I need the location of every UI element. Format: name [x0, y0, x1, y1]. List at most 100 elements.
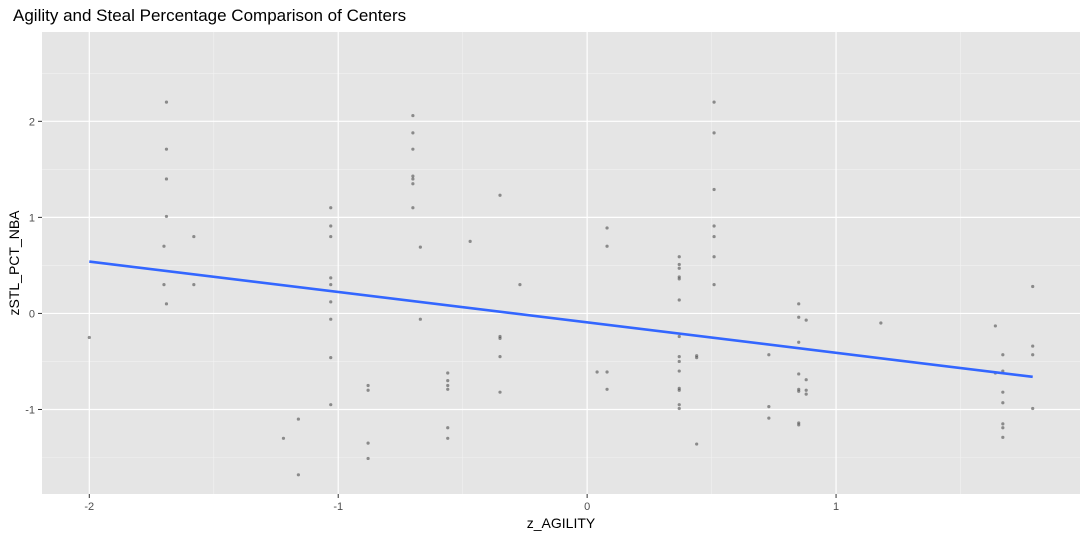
data-point — [164, 302, 169, 306]
data-point — [695, 442, 699, 446]
data-point — [804, 378, 808, 382]
data-point — [446, 436, 450, 440]
data-point — [329, 356, 333, 360]
data-point — [677, 369, 681, 373]
data-point — [605, 244, 609, 248]
data-point — [677, 359, 681, 364]
data-point — [164, 147, 169, 151]
data-point — [712, 283, 716, 287]
data-point — [804, 388, 808, 392]
data-point — [192, 283, 196, 287]
data-point — [366, 383, 370, 388]
data-point — [1001, 390, 1005, 394]
data-point — [1031, 353, 1035, 357]
data-point — [605, 226, 609, 230]
data-point — [498, 355, 502, 359]
y-tick-label: 0 — [29, 308, 35, 320]
data-point — [804, 392, 808, 396]
data-point — [605, 370, 609, 374]
data-point — [281, 436, 286, 440]
data-point — [366, 388, 370, 392]
data-point — [1001, 422, 1005, 426]
data-point — [329, 206, 333, 210]
grid-lines — [42, 32, 1080, 494]
x-tick-label: 0 — [584, 501, 590, 513]
data-point — [1031, 406, 1035, 411]
data-point — [677, 277, 681, 281]
y-tick-label: 2 — [29, 116, 35, 128]
data-point — [498, 193, 502, 197]
y-tick-label: -1 — [25, 404, 35, 416]
data-point — [162, 283, 166, 287]
data-point — [87, 335, 91, 340]
data-point — [164, 214, 169, 219]
plot-panel — [42, 32, 1080, 494]
data-point — [329, 224, 333, 228]
data-point — [446, 383, 450, 388]
data-point — [411, 206, 415, 210]
data-point — [329, 276, 333, 280]
data-point — [677, 266, 681, 270]
x-tick-label: 1 — [833, 501, 839, 513]
data-point — [329, 317, 333, 321]
data-point — [767, 404, 771, 409]
data-point — [712, 187, 716, 192]
data-point — [993, 324, 997, 328]
data-point — [1001, 401, 1005, 405]
axis-ticks: -2 -1 0 1 -1 0 1 2 — [25, 116, 839, 513]
data-point — [879, 321, 883, 325]
data-point — [677, 355, 681, 359]
data-point — [677, 255, 681, 259]
data-point — [518, 283, 522, 287]
y-tick-label: 1 — [29, 212, 35, 224]
x-tick-label: -2 — [84, 501, 94, 513]
data-point — [446, 387, 450, 391]
regression-line — [89, 260, 1033, 379]
data-point — [192, 234, 196, 239]
data-point — [712, 234, 716, 239]
data-point — [418, 317, 422, 321]
data-points — [87, 100, 1035, 477]
data-point — [712, 255, 716, 259]
x-axis-label: z_AGILITY — [527, 515, 596, 531]
data-point — [1001, 435, 1005, 439]
data-point — [411, 177, 415, 181]
data-point — [411, 182, 415, 186]
data-point — [411, 131, 415, 135]
data-point — [498, 336, 502, 340]
data-point — [498, 390, 502, 394]
data-point — [1031, 284, 1035, 289]
fit-line-group — [89, 260, 1033, 379]
y-axis-label: zSTL_PCT_NBA — [6, 210, 22, 316]
data-point — [677, 334, 681, 339]
data-point — [1031, 344, 1035, 348]
data-point — [677, 406, 681, 411]
data-point — [804, 318, 808, 322]
data-point — [712, 100, 716, 104]
data-point — [767, 353, 771, 357]
data-point — [164, 177, 169, 181]
data-point — [797, 372, 801, 376]
data-point — [797, 302, 801, 306]
data-point — [366, 456, 370, 461]
data-point — [797, 389, 801, 393]
data-point — [329, 403, 333, 407]
data-point — [296, 473, 300, 477]
data-point — [411, 147, 415, 151]
data-point — [712, 131, 716, 135]
data-point — [605, 387, 609, 391]
data-point — [366, 441, 370, 445]
data-point — [677, 298, 681, 302]
data-point — [797, 423, 801, 427]
data-point — [329, 300, 333, 304]
data-point — [677, 388, 681, 392]
data-point — [411, 113, 415, 118]
data-point — [595, 370, 599, 374]
data-point — [712, 224, 716, 228]
data-point — [296, 417, 300, 421]
data-point — [162, 244, 166, 248]
data-point — [767, 416, 771, 420]
data-point — [329, 283, 333, 287]
data-point — [446, 426, 450, 430]
